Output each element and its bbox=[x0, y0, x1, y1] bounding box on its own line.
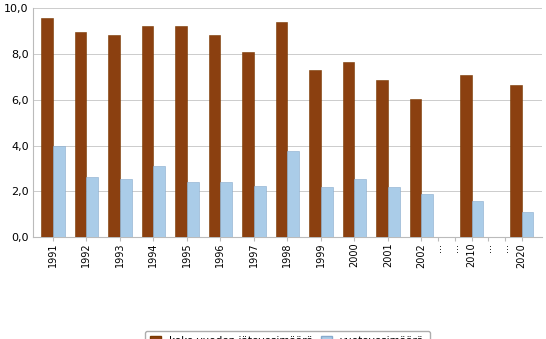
Bar bbox=[342, 62, 354, 237]
Bar bbox=[86, 177, 98, 237]
Bar bbox=[120, 179, 132, 237]
Bar bbox=[354, 179, 366, 237]
Bar bbox=[108, 35, 120, 237]
Bar bbox=[460, 75, 472, 237]
Bar bbox=[388, 187, 400, 237]
Legend: koko vuoden jätevesimäärä, vuotovesimäärä: koko vuoden jätevesimäärä, vuotovesimäär… bbox=[145, 331, 430, 339]
Bar bbox=[376, 80, 388, 237]
Bar bbox=[522, 212, 533, 237]
Bar bbox=[309, 70, 321, 237]
Bar bbox=[41, 19, 53, 237]
Bar bbox=[75, 32, 86, 237]
Bar bbox=[321, 187, 333, 237]
Bar bbox=[254, 186, 265, 237]
Bar bbox=[287, 152, 299, 237]
Bar bbox=[153, 166, 165, 237]
Bar bbox=[422, 194, 433, 237]
Bar bbox=[242, 52, 254, 237]
Bar bbox=[53, 146, 64, 237]
Bar bbox=[187, 182, 199, 237]
Bar bbox=[410, 99, 422, 237]
Bar bbox=[276, 22, 287, 237]
Bar bbox=[141, 26, 153, 237]
Bar bbox=[472, 201, 483, 237]
Bar bbox=[221, 182, 232, 237]
Bar bbox=[175, 26, 187, 237]
Bar bbox=[209, 35, 221, 237]
Bar bbox=[510, 85, 522, 237]
